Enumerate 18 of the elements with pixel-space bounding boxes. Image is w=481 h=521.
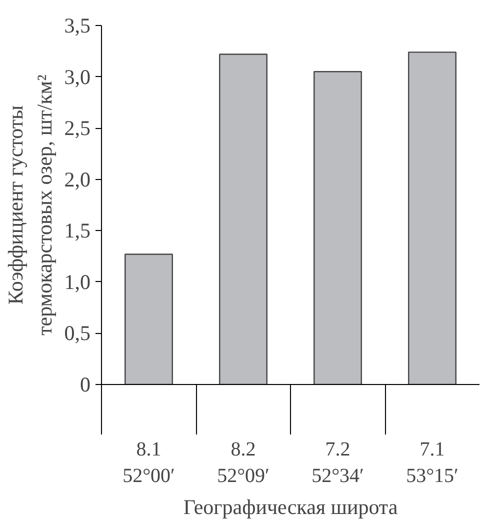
y-tick-label: 3,0 — [64, 64, 90, 89]
x-axis-title: Географическая широта — [183, 494, 398, 519]
y-tick-label: 2,5 — [64, 116, 90, 140]
y-axis-title: Коэффициент густоты термокарстовых озер, шт/км² — [3, 74, 56, 336]
x-tick-label: 8.2 52°09′ — [217, 438, 270, 487]
y-tick-label: 0,5 — [64, 321, 90, 346]
bar — [314, 71, 362, 384]
y-tick-label: 3,5 — [64, 14, 90, 38]
y-tick-label: 0 — [80, 372, 90, 396]
x-tick-label: 7.1 53°15′ — [406, 438, 458, 487]
y-tick-label: 1,5 — [64, 218, 90, 243]
y-tick-label: 2,0 — [64, 167, 90, 192]
bar — [408, 52, 456, 384]
x-tick-label: 7.2 52°34′ — [312, 438, 364, 487]
bar — [219, 54, 268, 384]
y-tick-label: 1,0 — [64, 270, 90, 294]
bar — [124, 254, 173, 384]
x-tick-label: 8.1 52°00′ — [122, 438, 175, 487]
